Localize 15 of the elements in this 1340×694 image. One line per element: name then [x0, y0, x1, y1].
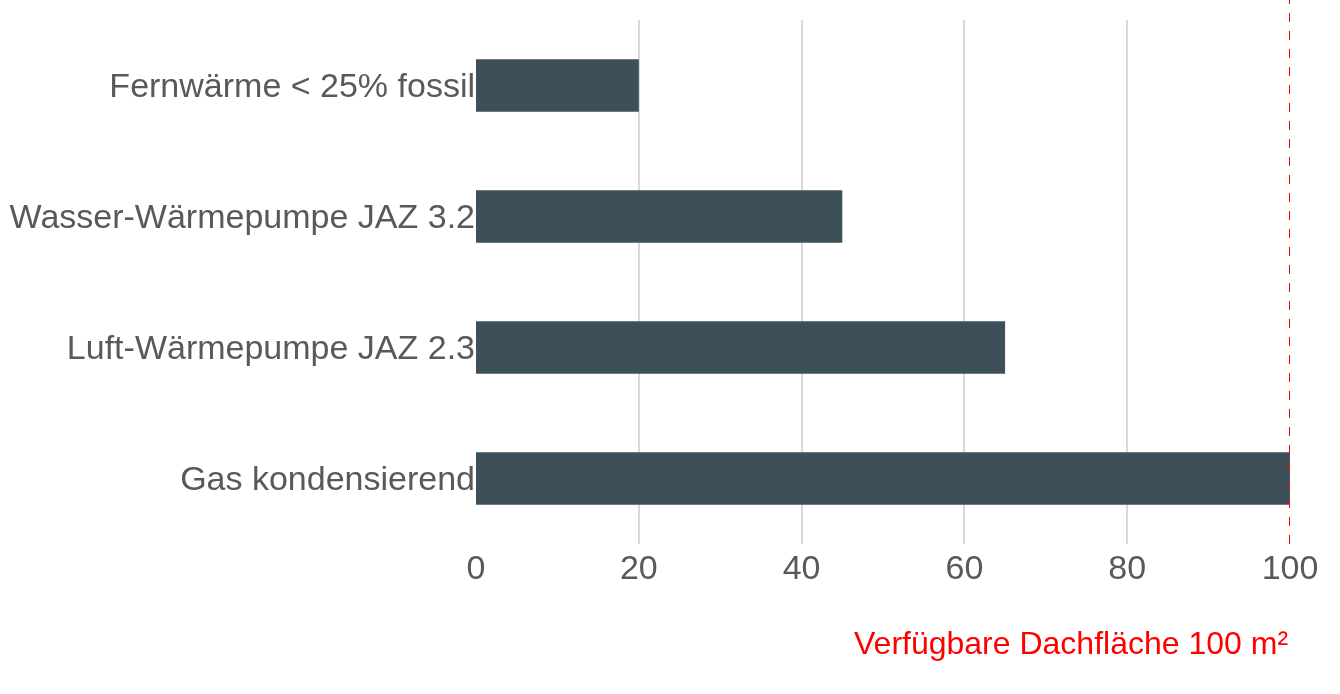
- x-tick-label: 0: [466, 548, 486, 586]
- y-tick-label: Luft-Wärmepumpe JAZ 2.3: [66, 328, 475, 367]
- bar: [476, 59, 639, 112]
- x-tick-label: 20: [619, 548, 658, 586]
- x-tick-label: 80: [1108, 548, 1147, 586]
- y-tick-label: Fernwärme < 25% fossil: [109, 66, 475, 105]
- x-tick-label: 100: [1261, 548, 1319, 586]
- bar: [476, 190, 843, 243]
- x-tick-label: 40: [782, 548, 821, 586]
- y-tick-label: Gas kondensierend: [180, 459, 475, 498]
- ref-line-label: Verfügbare Dachfläche 100 m²: [854, 625, 1289, 661]
- y-tick-label: Wasser-Wärmepumpe JAZ 3.2: [9, 197, 475, 236]
- bar: [476, 321, 1006, 374]
- x-tick-label: 60: [945, 548, 984, 586]
- bar: [476, 452, 1290, 505]
